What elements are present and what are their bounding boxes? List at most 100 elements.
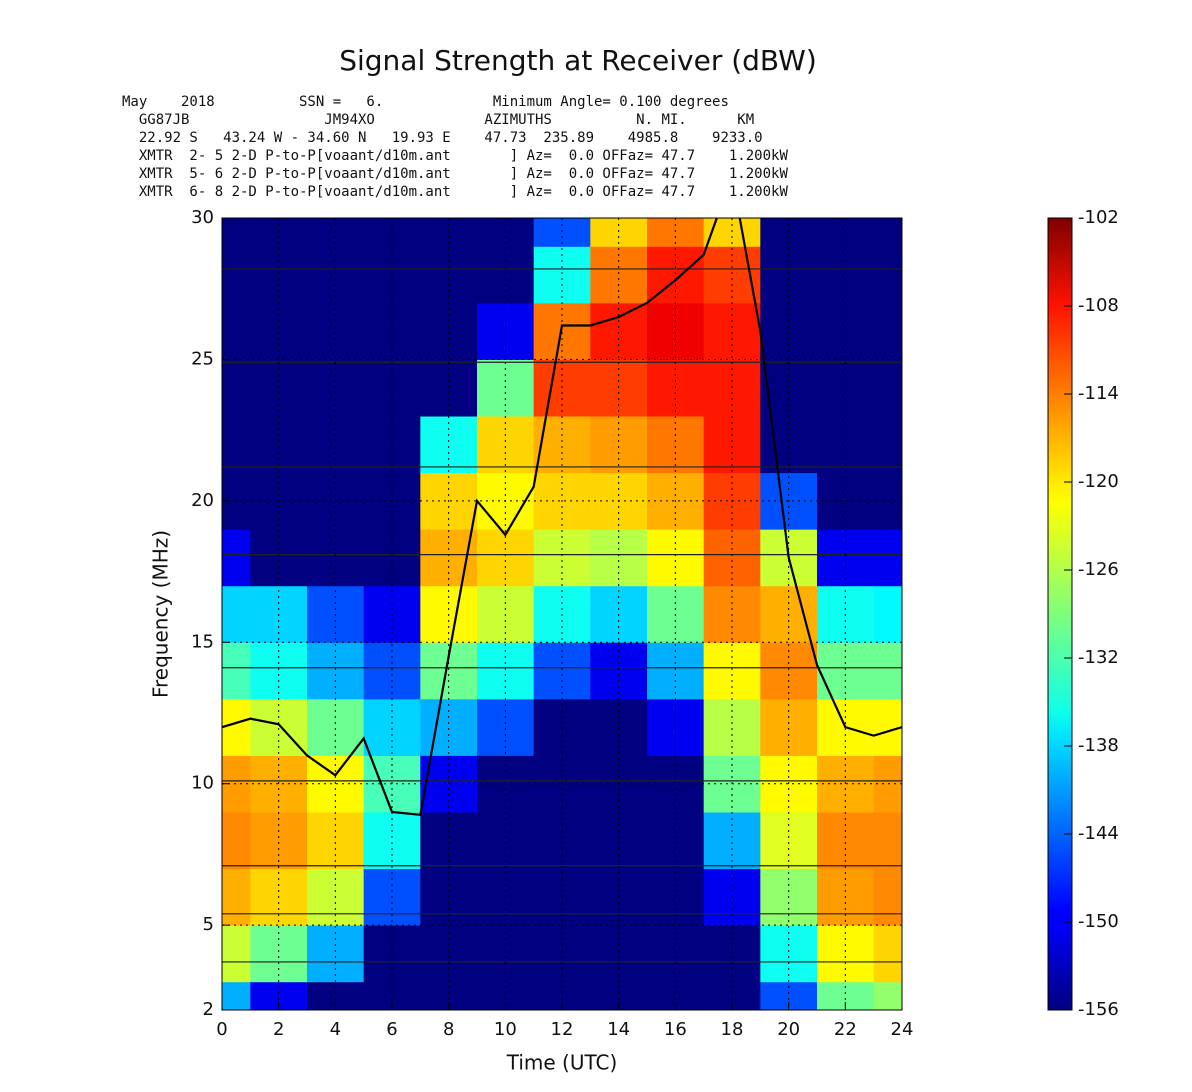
y-tick-label: 15 (191, 631, 214, 652)
heat-cell (760, 812, 818, 870)
y-tick-label: 5 (203, 914, 214, 935)
heat-cell (760, 218, 818, 247)
overlay (222, 218, 902, 1010)
heat-cell (533, 925, 591, 983)
heat-cell (873, 868, 902, 926)
heat-cell (817, 529, 875, 587)
heat-cell (222, 698, 251, 756)
heat-cell (222, 359, 251, 417)
x-tick-label: 24 (891, 1019, 914, 1040)
heat-cell (533, 529, 591, 587)
heat-cell (222, 246, 251, 304)
heat-cell (873, 755, 902, 813)
heat-cell (873, 246, 902, 304)
heat-cell (590, 218, 648, 247)
heat-cell (590, 925, 648, 983)
x-tick-label: 18 (721, 1019, 744, 1040)
header-line: XMTR 2- 5 2-D P-to-P[voaant/d10m.ant ] A… (122, 148, 788, 164)
heat-cell (222, 981, 251, 1010)
heat-cell (590, 416, 648, 474)
colorbar-tick-label: -156 (1078, 999, 1119, 1020)
heat-cell (817, 218, 875, 247)
heat-cell (420, 416, 478, 474)
heat-cell (477, 812, 535, 870)
heat-cell (363, 812, 421, 870)
heat-cell (703, 529, 761, 587)
heat-cell (703, 218, 761, 247)
heat-cell (420, 812, 478, 870)
heat-cell (477, 218, 535, 247)
x-tick-label: 10 (494, 1019, 517, 1040)
heat-cell (250, 529, 308, 587)
heat-cell (307, 812, 365, 870)
heat-cell (222, 529, 251, 587)
heat-cell (817, 812, 875, 870)
heat-cell (647, 416, 705, 474)
header-line: GG87JB JM94XO AZIMUTHS N. MI. KM (122, 112, 754, 128)
x-tick-label: 16 (664, 1019, 687, 1040)
heat-cell (363, 925, 421, 983)
x-axis-label: Time (UTC) (506, 1051, 618, 1075)
heat-cell (533, 218, 591, 247)
heat-cell (533, 812, 591, 870)
heat-cell (873, 981, 902, 1010)
heat-cell (873, 585, 902, 643)
heat-cell (420, 529, 478, 587)
y-tick-label: 10 (191, 773, 214, 794)
heat-cell (873, 698, 902, 756)
colorbar-tick-label: -114 (1078, 383, 1119, 404)
x-tick-label: 6 (386, 1019, 397, 1040)
muf-line (222, 218, 902, 817)
x-tick-label: 0 (216, 1019, 227, 1040)
x-tick-label: 12 (551, 1019, 574, 1040)
heat-cell (363, 218, 421, 247)
heat-cell (873, 472, 902, 530)
heat-cell (222, 585, 251, 643)
heat-cell (250, 416, 308, 474)
header-line: 22.92 S 43.24 W - 34.60 N 19.93 E 47.73 … (122, 130, 763, 146)
heat-cell (222, 925, 251, 983)
heat-cell (703, 925, 761, 983)
heat-cell (760, 925, 818, 983)
heat-cell (703, 812, 761, 870)
heat-cell (222, 218, 251, 247)
heat-cell (873, 416, 902, 474)
heatmap (222, 218, 902, 1010)
header-line: XMTR 5- 6 2-D P-to-P[voaant/d10m.ant ] A… (122, 166, 788, 182)
colorbar-tick-label: -108 (1078, 295, 1119, 316)
colorbar-tick-label: -144 (1078, 823, 1119, 844)
heat-cell (647, 218, 705, 247)
heat-cell (873, 302, 902, 360)
y-tick-label: 2 (203, 999, 214, 1020)
colorbar-tick-label: -138 (1078, 735, 1119, 756)
x-tick-label: 20 (777, 1019, 800, 1040)
heat-cell (420, 218, 478, 247)
heat-cell (873, 812, 902, 870)
colorbar-tick-label: -126 (1078, 559, 1119, 580)
heat-cell (477, 416, 535, 474)
heat-cell (817, 416, 875, 474)
heat-cell (590, 529, 648, 587)
heat-cell (420, 925, 478, 983)
colorbar-tick-label: -150 (1078, 911, 1119, 932)
heat-cell (250, 925, 308, 983)
header-line: May 2018 SSN = 6. Minimum Angle= 0.100 d… (122, 94, 729, 110)
y-tick-label: 30 (191, 207, 214, 228)
heat-cell (760, 416, 818, 474)
colorbar-tick-label: -120 (1078, 471, 1119, 492)
heat-cell (250, 812, 308, 870)
heat-cell (307, 416, 365, 474)
heat-cell (222, 812, 251, 870)
header-line: XMTR 6- 8 2-D P-to-P[voaant/d10m.ant ] A… (122, 184, 788, 200)
x-tick-label: 8 (443, 1019, 454, 1040)
heat-cell (533, 416, 591, 474)
heat-cell (307, 529, 365, 587)
heat-cell (222, 868, 251, 926)
heat-cell (873, 642, 902, 700)
colorbar-tick-label: -132 (1078, 647, 1119, 668)
heat-cell (817, 925, 875, 983)
heat-cell (590, 812, 648, 870)
x-tick-label: 22 (834, 1019, 857, 1040)
colorbar (1047, 217, 1073, 1011)
